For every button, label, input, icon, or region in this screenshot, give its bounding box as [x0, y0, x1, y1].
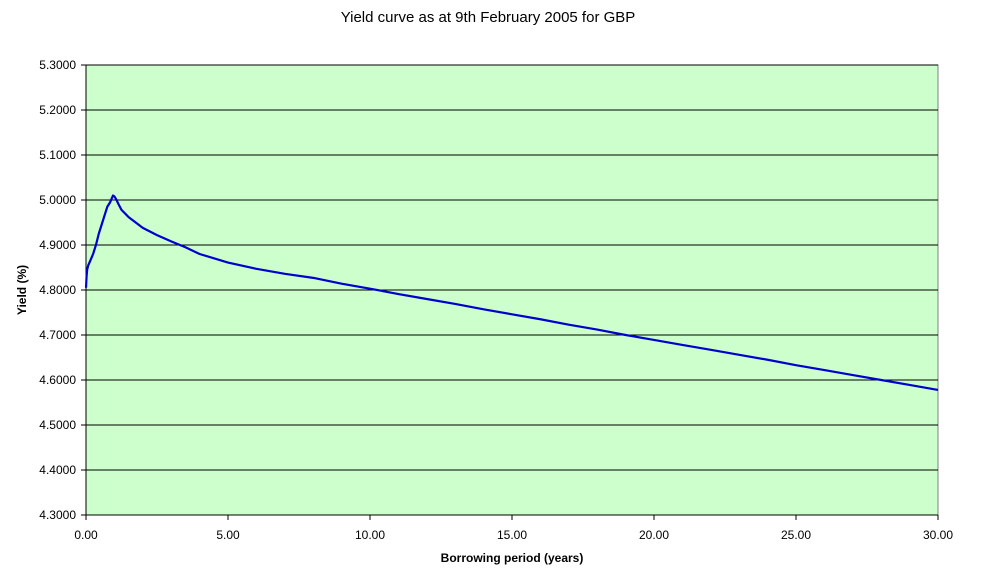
chart-title: Yield curve as at 9th February 2005 for …	[341, 9, 636, 26]
y-tick-label: 4.7000	[39, 328, 76, 342]
x-axis-title: Borrowing period (years)	[441, 551, 584, 565]
y-tick-label: 4.3000	[39, 508, 76, 522]
x-axis-ticks	[85, 515, 939, 520]
y-tick-label: 4.6000	[39, 373, 76, 387]
y-tick-label: 5.1000	[39, 148, 76, 162]
y-tick-label: 5.0000	[39, 193, 76, 207]
y-tick-label: 5.2000	[39, 103, 76, 117]
x-tick-label: 0.00	[74, 528, 98, 542]
y-tick-label: 4.4000	[39, 463, 76, 477]
y-axis-title: Yield (%)	[15, 265, 29, 315]
x-axis-tick-labels: 0.00 5.00 10.00 15.00 20.00 25.00 30.00	[74, 528, 953, 542]
yield-curve-line	[84, 194, 939, 391]
y-axis-tick-labels: 4.3000 4.4000 4.5000 4.6000 4.7000 4.8000 4.90…	[39, 58, 76, 522]
x-tick-label: 10.00	[355, 528, 385, 542]
x-tick-label: 30.00	[923, 528, 953, 542]
x-tick-label: 20.00	[639, 528, 669, 542]
y-axis-ticks	[81, 64, 86, 516]
y-tick-label: 4.9000	[39, 238, 76, 252]
y-tick-label: 4.5000	[39, 418, 76, 432]
x-tick-label: 15.00	[497, 528, 527, 542]
x-tick-label: 5.00	[216, 528, 240, 542]
y-tick-label: 4.8000	[39, 283, 76, 297]
grid-lines	[86, 64, 938, 471]
y-tick-label: 5.3000	[39, 58, 76, 72]
x-tick-label: 25.00	[781, 528, 811, 542]
